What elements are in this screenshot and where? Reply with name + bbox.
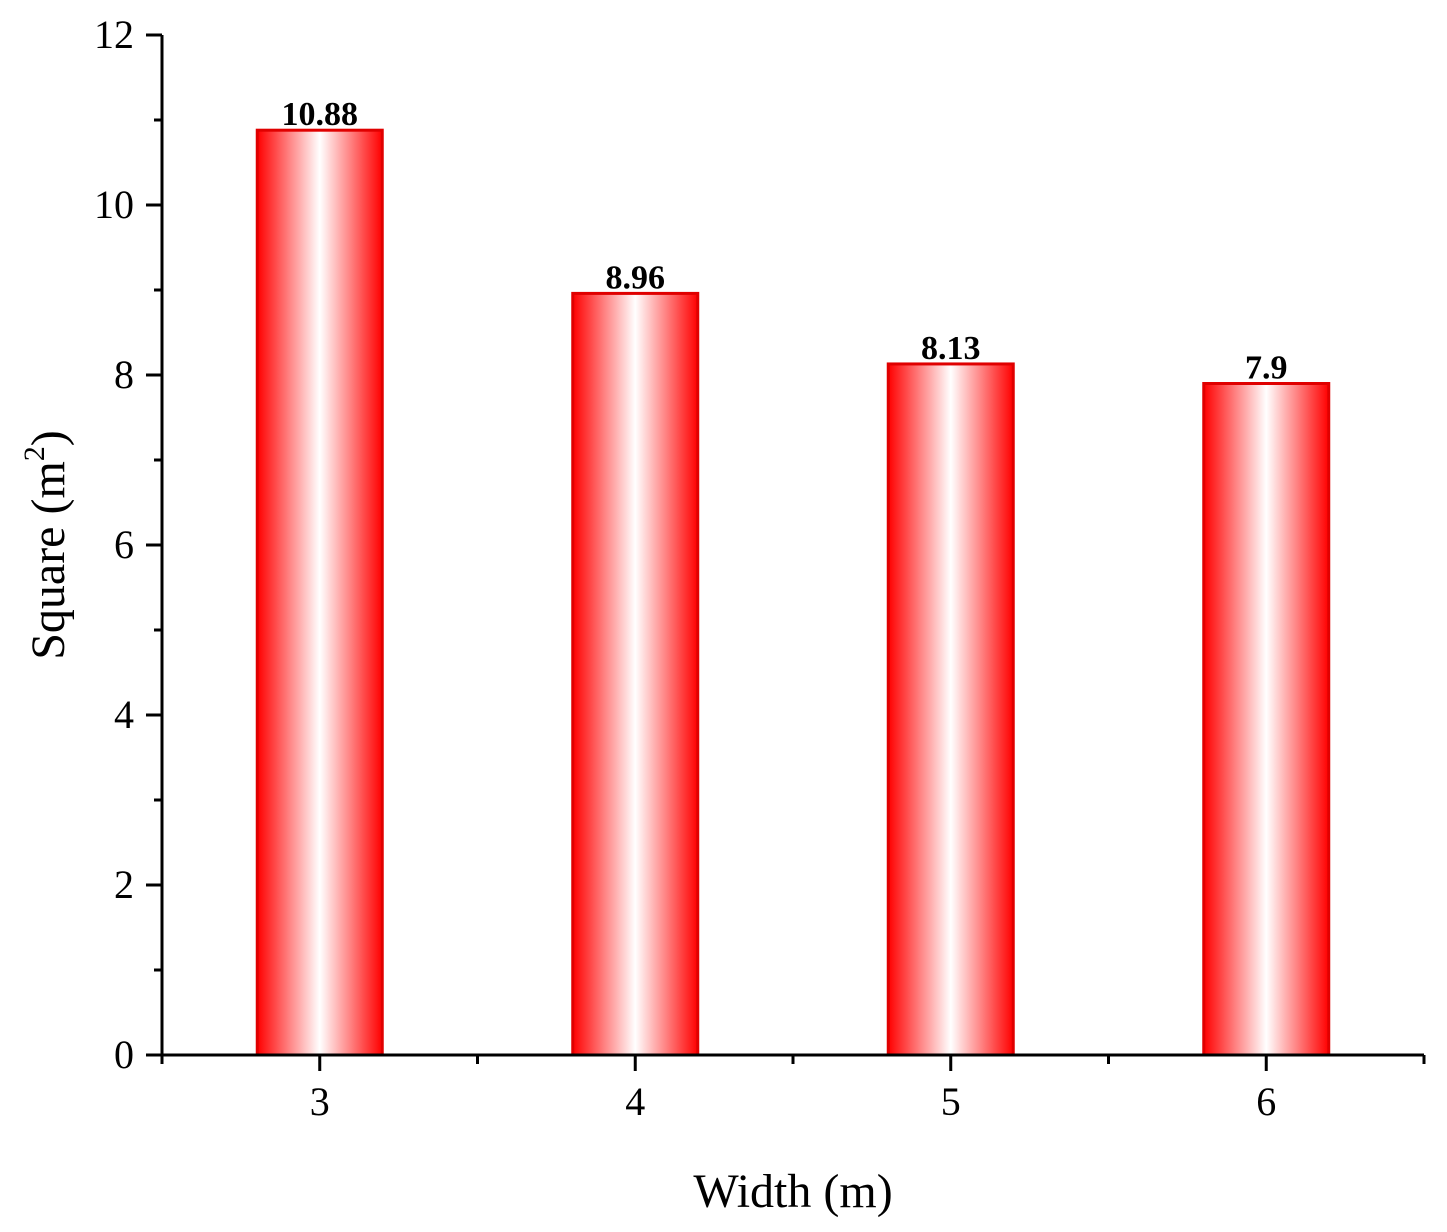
bar-5 bbox=[886, 362, 1015, 1057]
y-axis-title-close: ) bbox=[22, 430, 75, 446]
y-tick-label: 4 bbox=[114, 692, 134, 737]
data-label-5: 8.13 bbox=[921, 330, 981, 367]
y-axis-title-superscript: 2 bbox=[18, 446, 51, 461]
y-tick-label: 10 bbox=[94, 182, 134, 227]
x-tick-label: 3 bbox=[310, 1079, 330, 1124]
bar-3 bbox=[255, 128, 384, 1057]
y-axis-title-main: Square (m bbox=[22, 461, 75, 660]
x-ticks-layer: 3 4 5 6 bbox=[160, 1055, 1426, 1124]
x-tick-label: 5 bbox=[941, 1079, 961, 1124]
y-tick-label: 8 bbox=[114, 352, 134, 397]
x-tick-label: 6 bbox=[1256, 1079, 1276, 1124]
bars-layer bbox=[255, 128, 1331, 1057]
bar-6 bbox=[1202, 382, 1331, 1057]
data-label-6: 7.9 bbox=[1245, 350, 1288, 387]
y-tick-label: 6 bbox=[114, 522, 134, 567]
x-axis-title: Width (m) bbox=[693, 1165, 892, 1218]
data-labels-layer: 10.88 8.96 8.13 7.9 bbox=[282, 96, 1288, 386]
y-tick-label: 2 bbox=[114, 862, 134, 907]
bar-4 bbox=[571, 291, 700, 1057]
data-label-3: 10.88 bbox=[282, 96, 359, 133]
y-tick-label: 12 bbox=[94, 12, 134, 57]
y-tick-label: 0 bbox=[114, 1032, 134, 1077]
y-ticks-layer: 0 2 4 6 8 10 12 bbox=[94, 12, 162, 1077]
data-label-4: 8.96 bbox=[606, 259, 666, 296]
x-tick-label: 4 bbox=[625, 1079, 645, 1124]
y-axis-title: Square (m2) bbox=[18, 430, 75, 660]
